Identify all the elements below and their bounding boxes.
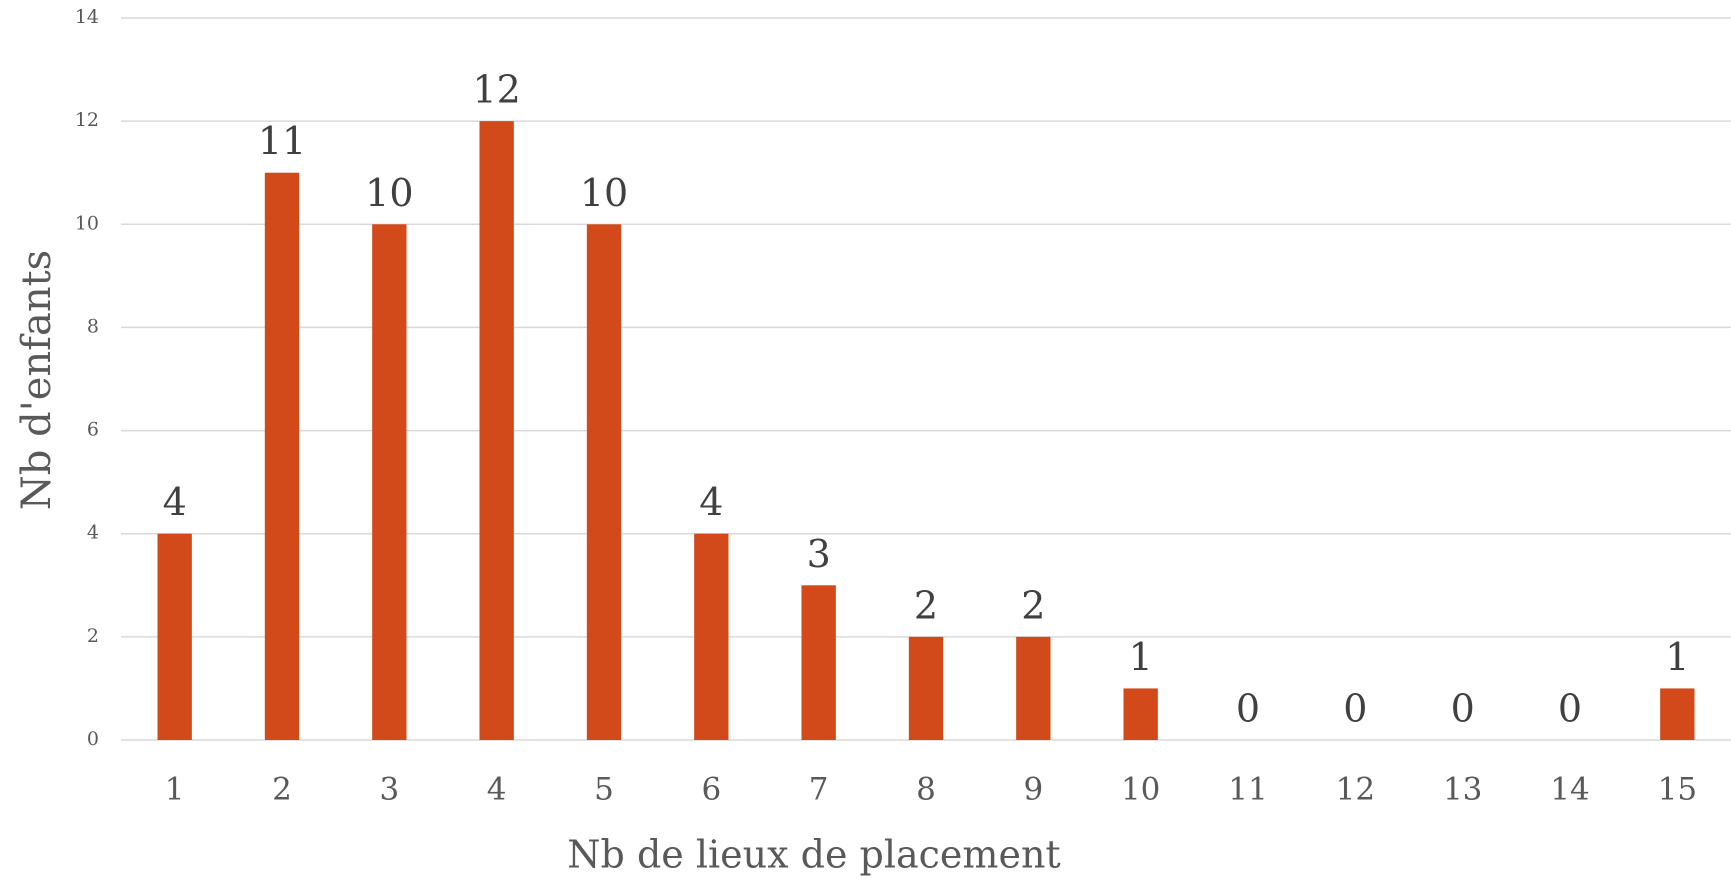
bar <box>1016 636 1051 740</box>
x-tick-label: 8 <box>916 772 936 808</box>
y-tick-label: 4 <box>87 522 99 544</box>
bar <box>372 224 407 741</box>
y-tick-label: 10 <box>75 212 99 234</box>
bar <box>1123 688 1158 740</box>
y-tick-label: 14 <box>75 6 99 28</box>
data-label: 4 <box>699 480 723 524</box>
x-tick-label: 14 <box>1550 772 1589 808</box>
data-label: 0 <box>1451 687 1475 731</box>
x-tick-label: 7 <box>809 772 829 808</box>
data-label: 10 <box>580 171 628 215</box>
x-tick-label: 11 <box>1228 772 1267 808</box>
data-label: 0 <box>1343 687 1367 731</box>
data-label: 0 <box>1558 687 1582 731</box>
y-tick-label: 6 <box>87 419 99 441</box>
data-label: 2 <box>1021 583 1045 627</box>
x-tick-label: 5 <box>594 772 614 808</box>
data-label: 11 <box>258 119 306 163</box>
y-tick-label: 2 <box>87 625 99 647</box>
x-tick-label: 1 <box>165 772 185 808</box>
data-label: 12 <box>472 68 520 112</box>
data-label: 10 <box>365 171 413 215</box>
bar <box>801 585 836 740</box>
y-axis-title: Nb d'enfants <box>14 250 60 510</box>
bar <box>479 121 514 740</box>
y-tick-label: 8 <box>87 315 99 337</box>
x-tick-label: 12 <box>1336 772 1375 808</box>
bar <box>586 224 622 741</box>
x-tick-label: 4 <box>487 772 507 808</box>
data-label: 1 <box>1129 635 1153 679</box>
bar <box>694 533 729 740</box>
x-tick-label: 6 <box>701 772 721 808</box>
data-label: 1 <box>1665 635 1689 679</box>
data-label: 4 <box>163 480 187 524</box>
x-axis-title: Nb de lieux de placement <box>567 833 1060 877</box>
x-tick-label: 13 <box>1443 772 1482 808</box>
bar <box>264 172 300 740</box>
data-label: 2 <box>914 583 938 627</box>
data-label: 0 <box>1236 687 1260 731</box>
y-tick-label: 0 <box>87 728 99 750</box>
x-tick-label: 2 <box>272 772 292 808</box>
data-label: 3 <box>807 532 831 576</box>
bar <box>1660 688 1695 740</box>
x-tick-label: 15 <box>1658 772 1697 808</box>
x-tick-label: 10 <box>1121 772 1160 808</box>
x-tick-label: 3 <box>379 772 399 808</box>
bar <box>157 533 192 740</box>
y-tick-label: 12 <box>75 109 99 131</box>
bar <box>908 636 944 740</box>
x-tick-label: 9 <box>1023 772 1043 808</box>
